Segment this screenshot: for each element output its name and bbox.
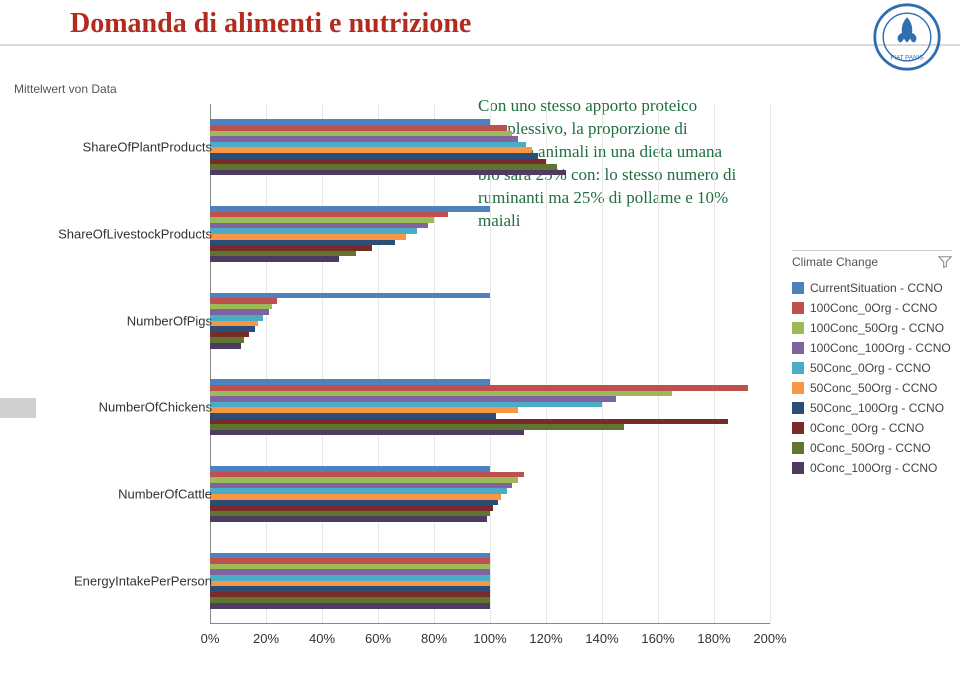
legend-item: 0Conc_0Org - CCNO <box>792 421 952 435</box>
x-tick-label: 200% <box>753 631 786 646</box>
svg-text:FIAT PANIS: FIAT PANIS <box>890 54 923 61</box>
legend-swatch <box>792 462 804 474</box>
x-tick-label: 40% <box>309 631 335 646</box>
legend: Climate Change CurrentSituation - CCNO 10… <box>792 250 952 481</box>
bar-group <box>210 293 770 349</box>
y-axis-title: Mittelwert von Data <box>14 82 117 96</box>
bar <box>210 430 524 436</box>
x-tick-label: 140% <box>585 631 618 646</box>
legend-swatch <box>792 282 804 294</box>
bar <box>210 516 487 522</box>
legend-item: 100Conc_50Org - CCNO <box>792 321 952 335</box>
fao-logo: FIAT PANIS <box>872 2 942 72</box>
y-axis <box>210 104 211 624</box>
bar-group <box>210 119 770 175</box>
legend-item: 100Conc_100Org - CCNO <box>792 341 952 355</box>
gridline <box>602 104 603 624</box>
x-tick-label: 180% <box>697 631 730 646</box>
legend-label: 100Conc_50Org - CCNO <box>810 321 944 335</box>
legend-item: 50Conc_50Org - CCNO <box>792 381 952 395</box>
category-label: NumberOfCattle <box>118 487 212 502</box>
legend-item: 100Conc_0Org - CCNO <box>792 301 952 315</box>
legend-swatch <box>792 442 804 454</box>
legend-item: 0Conc_100Org - CCNO <box>792 461 952 475</box>
gridline <box>770 104 771 624</box>
legend-item: 50Conc_100Org - CCNO <box>792 401 952 415</box>
legend-swatch <box>792 302 804 314</box>
x-tick-label: 0% <box>201 631 220 646</box>
legend-label: 50Conc_50Org - CCNO <box>810 381 937 395</box>
bar <box>210 343 241 349</box>
legend-label: 50Conc_0Org - CCNO <box>810 361 931 375</box>
bar-group <box>210 379 770 435</box>
filter-icon[interactable] <box>938 255 952 269</box>
x-tick-label: 80% <box>421 631 447 646</box>
chart: Mittelwert von Data 0%20%40%60%80%100%12… <box>0 70 790 660</box>
legend-swatch <box>792 322 804 334</box>
gridline <box>322 104 323 624</box>
legend-swatch <box>792 402 804 414</box>
legend-label: 0Conc_50Org - CCNO <box>810 441 931 455</box>
legend-item: 0Conc_50Org - CCNO <box>792 441 952 455</box>
plot-area: 0%20%40%60%80%100%120%140%160%180%200% <box>210 104 770 624</box>
x-axis <box>210 623 770 624</box>
x-tick-label: 120% <box>529 631 562 646</box>
legend-label: 100Conc_100Org - CCNO <box>810 341 951 355</box>
bar <box>210 256 339 262</box>
legend-title: Climate Change <box>792 250 952 275</box>
legend-label: 100Conc_0Org - CCNO <box>810 301 937 315</box>
legend-label: 50Conc_100Org - CCNO <box>810 401 944 415</box>
x-tick-label: 60% <box>365 631 391 646</box>
legend-label: CurrentSituation - CCNO <box>810 281 943 295</box>
legend-swatch <box>792 422 804 434</box>
legend-swatch <box>792 342 804 354</box>
bar-group <box>210 206 770 262</box>
legend-label: 0Conc_100Org - CCNO <box>810 461 937 475</box>
category-label: ShareOfPlantProducts <box>83 140 212 155</box>
legend-swatch <box>792 382 804 394</box>
category-label: EnergyIntakePerPerson <box>74 573 212 588</box>
bar <box>210 603 490 609</box>
gridline <box>546 104 547 624</box>
bar <box>210 170 566 176</box>
gridline <box>266 104 267 624</box>
bar-group <box>210 553 770 609</box>
legend-swatch <box>792 362 804 374</box>
legend-title-text: Climate Change <box>792 255 878 269</box>
x-tick-label: 160% <box>641 631 674 646</box>
x-tick-label: 100% <box>473 631 506 646</box>
x-tick-label: 20% <box>253 631 279 646</box>
legend-item: CurrentSituation - CCNO <box>792 281 952 295</box>
page-title: Domanda di alimenti e nutrizione <box>70 8 471 40</box>
bar-group <box>210 466 770 522</box>
gridline <box>490 104 491 624</box>
category-label: NumberOfChickens <box>99 400 212 415</box>
gridline <box>378 104 379 624</box>
gridline <box>434 104 435 624</box>
legend-item: 50Conc_0Org - CCNO <box>792 361 952 375</box>
category-label: ShareOfLivestockProducts <box>58 227 212 242</box>
gridline <box>658 104 659 624</box>
title-rule <box>0 44 960 46</box>
category-label: NumberOfPigs <box>127 313 212 328</box>
gridline <box>714 104 715 624</box>
legend-label: 0Conc_0Org - CCNO <box>810 421 924 435</box>
